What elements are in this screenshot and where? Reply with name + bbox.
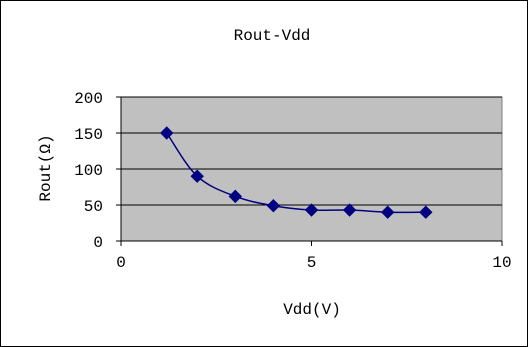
data-point-marker — [380, 205, 395, 219]
y-tick-label: 50 — [84, 198, 103, 216]
x-tick-label: 0 — [116, 254, 126, 272]
plot-area: 0 50 100 150 200 0 5 10 — [74, 90, 511, 272]
x-tick-label: 5 — [307, 254, 317, 272]
data-point-marker — [419, 205, 433, 219]
y-axis-label: Rout(Ω) — [37, 134, 55, 201]
data-point-marker — [190, 169, 204, 183]
x-axis-label: Vdd(V) — [283, 301, 341, 319]
y-tick-label: 150 — [74, 126, 103, 144]
chart-title: Rout-Vdd — [234, 27, 311, 45]
data-point-marker — [304, 203, 319, 217]
data-point-marker — [228, 189, 243, 204]
y-tick-label: 200 — [74, 90, 103, 108]
data-point-marker — [342, 203, 357, 217]
x-tick-label: 10 — [492, 254, 511, 272]
y-tick-label: 100 — [74, 162, 103, 180]
data-point-marker — [160, 126, 174, 140]
y-tick-label: 0 — [93, 234, 103, 252]
data-point-marker — [266, 199, 281, 213]
